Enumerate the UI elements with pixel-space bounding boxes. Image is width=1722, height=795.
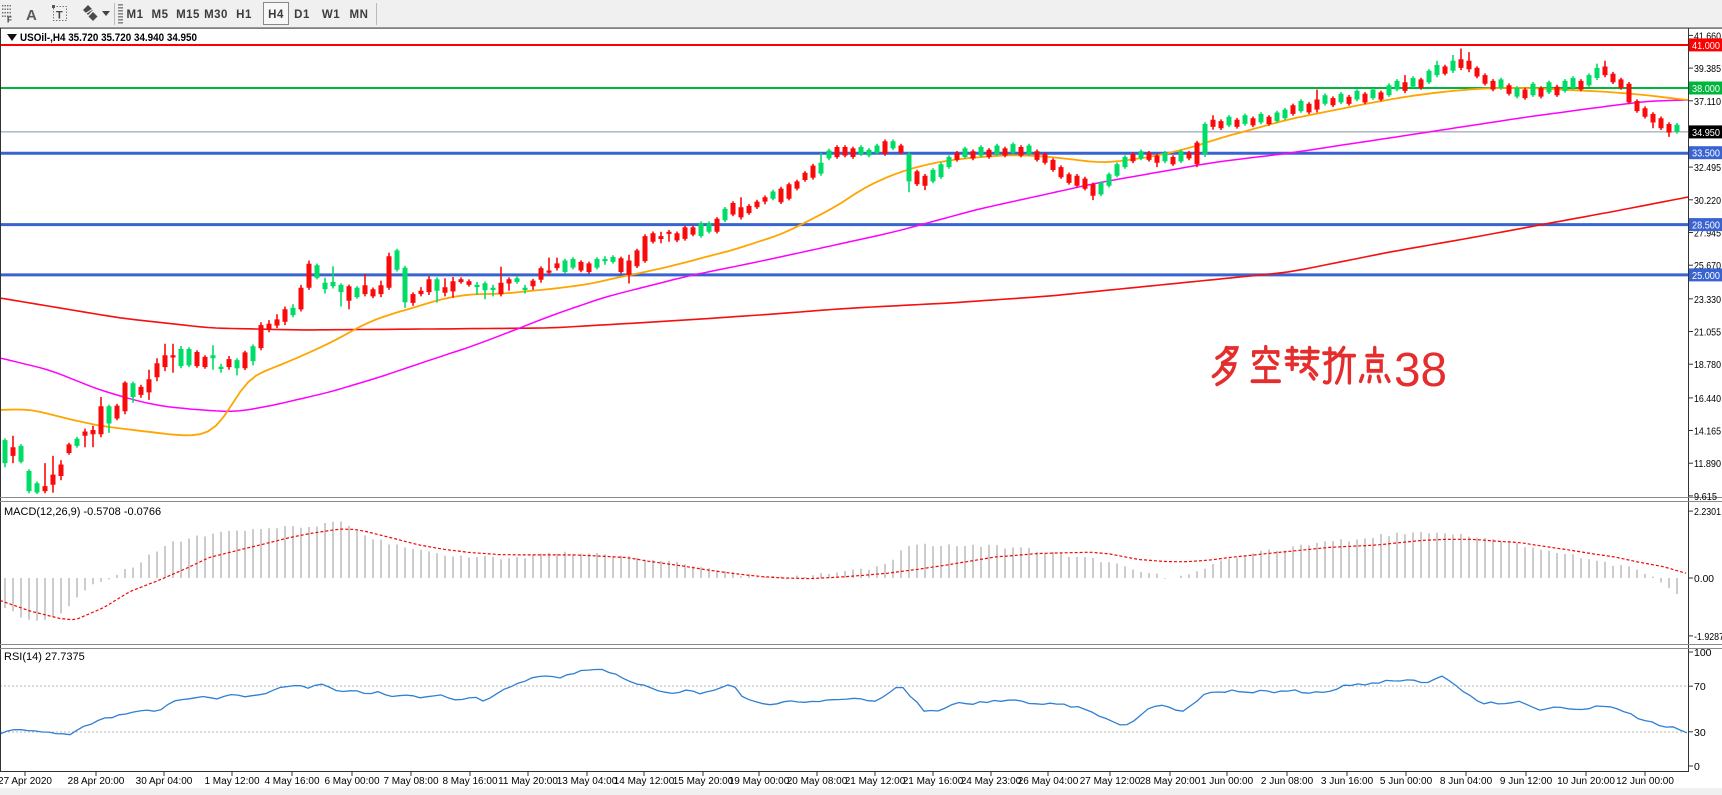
svg-text:23.330: 23.330 [1694, 294, 1721, 306]
svg-text:14 May 12:00: 14 May 12:00 [614, 776, 675, 787]
svg-text:12 Jun 00:00: 12 Jun 00:00 [1616, 776, 1674, 787]
svg-text:11.890: 11.890 [1694, 458, 1721, 470]
svg-text:32.495: 32.495 [1694, 162, 1721, 174]
svg-text:20 May 08:00: 20 May 08:00 [787, 776, 848, 787]
svg-text:15 May 20:00: 15 May 20:00 [673, 776, 734, 787]
svg-text:100: 100 [1694, 647, 1712, 659]
svg-text:8 May 16:00: 8 May 16:00 [442, 776, 497, 787]
svg-text:28 Apr 20:00: 28 Apr 20:00 [68, 776, 125, 787]
svg-text:27 May 12:00: 27 May 12:00 [1080, 776, 1141, 787]
svg-text:0: 0 [1694, 761, 1700, 773]
svg-text:7 May 08:00: 7 May 08:00 [383, 776, 438, 787]
svg-text:30.220: 30.220 [1694, 195, 1721, 207]
svg-text:16.440: 16.440 [1694, 393, 1721, 405]
svg-text:1 Jun 00:00: 1 Jun 00:00 [1201, 776, 1254, 787]
svg-text:21 May 16:00: 21 May 16:00 [903, 776, 964, 787]
svg-text:RSI(14) 27.7375: RSI(14) 27.7375 [4, 651, 85, 663]
svg-text:39.385: 39.385 [1694, 63, 1721, 75]
svg-text:USOil-,H4 35.720 35.720 34.94: USOil-,H4 35.720 35.720 34.940 34.950 [20, 32, 197, 44]
svg-text:70: 70 [1694, 681, 1706, 693]
svg-text:21.055: 21.055 [1694, 327, 1721, 339]
svg-text:38.000: 38.000 [1692, 83, 1720, 95]
svg-text:37.110: 37.110 [1694, 96, 1721, 108]
svg-text:MN: MN [350, 9, 369, 21]
svg-text:8 Jun 04:00: 8 Jun 04:00 [1440, 776, 1493, 787]
svg-text:14.165: 14.165 [1694, 426, 1721, 438]
svg-text:H1: H1 [236, 9, 252, 21]
svg-text:24 May 23:00: 24 May 23:00 [961, 776, 1022, 787]
svg-text:W1: W1 [322, 9, 340, 21]
svg-text:9.615: 9.615 [1694, 491, 1717, 503]
svg-text:11 May 20:00: 11 May 20:00 [498, 776, 558, 787]
svg-text:13 May 04:00: 13 May 04:00 [557, 776, 618, 787]
svg-text:M1: M1 [127, 9, 144, 21]
svg-text:-1.9287: -1.9287 [1694, 631, 1722, 643]
svg-text:D1: D1 [294, 9, 310, 21]
svg-text:21 May 12:00: 21 May 12:00 [845, 776, 906, 787]
svg-text:27 Apr 2020: 27 Apr 2020 [0, 776, 52, 787]
svg-text:5 Jun 00:00: 5 Jun 00:00 [1380, 776, 1433, 787]
svg-text:3 Jun 16:00: 3 Jun 16:00 [1321, 776, 1374, 787]
svg-text:H4: H4 [268, 9, 284, 21]
svg-text:30: 30 [1694, 727, 1706, 739]
svg-text:F: F [7, 16, 12, 25]
svg-text:33.500: 33.500 [1692, 148, 1720, 160]
svg-text:4 May 16:00: 4 May 16:00 [264, 776, 319, 787]
svg-text:2.2301: 2.2301 [1694, 506, 1721, 518]
svg-text:10 Jun 20:00: 10 Jun 20:00 [1557, 776, 1615, 787]
svg-text:M15: M15 [176, 9, 200, 21]
svg-text:34.950: 34.950 [1692, 127, 1720, 139]
svg-text:T: T [56, 10, 63, 22]
svg-text:0.00: 0.00 [1694, 573, 1714, 585]
svg-text:A: A [26, 7, 37, 24]
svg-text:2 Jun 08:00: 2 Jun 08:00 [1261, 776, 1314, 787]
svg-text:41.000: 41.000 [1692, 40, 1720, 52]
svg-text:30 Apr 04:00: 30 Apr 04:00 [136, 776, 193, 787]
svg-text:MACD(12,26,9) -0.5708 -0.0766: MACD(12,26,9) -0.5708 -0.0766 [4, 506, 161, 518]
svg-text:25.000: 25.000 [1692, 270, 1720, 282]
svg-text:28.500: 28.500 [1692, 220, 1720, 232]
svg-text:M5: M5 [152, 9, 169, 21]
svg-text:19 May 00:00: 19 May 00:00 [729, 776, 790, 787]
svg-text:38: 38 [1394, 344, 1447, 397]
svg-text:M30: M30 [204, 9, 228, 21]
svg-text:26 May 04:00: 26 May 04:00 [1018, 776, 1079, 787]
svg-text:1 May 12:00: 1 May 12:00 [204, 776, 259, 787]
svg-text:18.780: 18.780 [1694, 359, 1721, 371]
svg-text:6 May 00:00: 6 May 00:00 [324, 776, 379, 787]
svg-text:28 May 20:00: 28 May 20:00 [1140, 776, 1201, 787]
svg-text:9 Jun 12:00: 9 Jun 12:00 [1500, 776, 1553, 787]
